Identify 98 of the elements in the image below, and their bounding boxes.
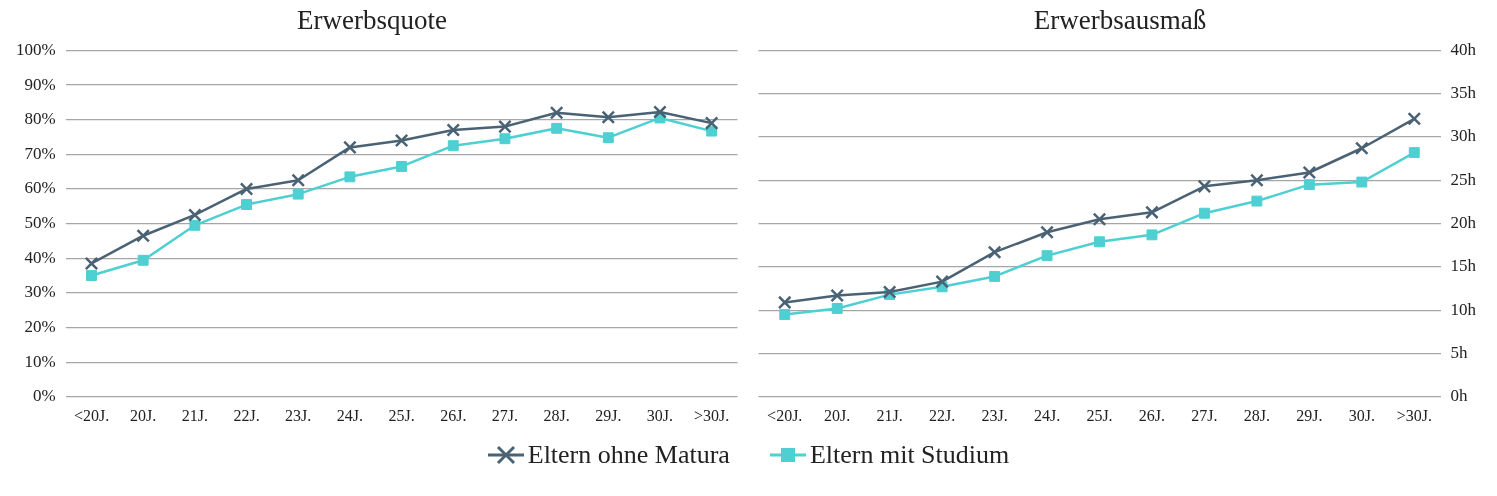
point (830, 288, 845, 303)
point (342, 140, 357, 155)
point (291, 173, 306, 188)
y-tick-label: 60% (24, 178, 56, 198)
point (137, 254, 149, 266)
point (1145, 205, 1159, 220)
y-tick-label: 30% (24, 282, 56, 302)
x-tick-label: <20J. (73, 406, 110, 424)
x-tick-label: 25J. (1086, 406, 1113, 424)
x-tick-label: 30J. (646, 406, 674, 424)
point (396, 160, 408, 172)
point (831, 303, 843, 314)
x-tick-label: 21J. (181, 406, 208, 424)
x-tick-label: 30J. (1348, 406, 1375, 424)
y-tick-label: 20% (24, 316, 56, 336)
y-tick-label: 80% (24, 109, 56, 129)
x-tick-label: >30J. (694, 406, 730, 424)
y2-tick-label: 20h (1450, 213, 1477, 233)
point (394, 133, 409, 148)
y-tick-label: 70% (24, 143, 56, 163)
y-tick-label: 0% (32, 386, 56, 406)
point (1041, 250, 1053, 262)
y2-tick-label: 15h (1450, 256, 1477, 276)
point (241, 199, 252, 210)
point (1197, 179, 1212, 194)
y2-tick-label: 0h (1450, 386, 1468, 406)
point (882, 285, 897, 299)
x-tick-label: 22J. (233, 406, 260, 424)
point (1408, 147, 1420, 159)
point (779, 309, 791, 320)
y-tick-label: 100% (15, 39, 56, 59)
point (292, 188, 304, 200)
point (989, 270, 1001, 282)
point (935, 274, 950, 289)
x-tick-label: 24J. (1033, 406, 1061, 424)
point (1040, 225, 1054, 240)
legend-label: Eltern ohne Matura (527, 440, 730, 470)
point (84, 256, 99, 271)
y-tick-label: 40% (24, 247, 56, 267)
point (1356, 176, 1368, 188)
x-tick-label: 26J. (440, 406, 467, 424)
point (1354, 141, 1369, 156)
point (189, 219, 201, 231)
point (86, 270, 97, 282)
point (601, 110, 616, 125)
point (549, 105, 564, 120)
x-tick-label: 29J. (595, 406, 622, 424)
point (344, 171, 356, 183)
chart-title: Erwerbsquote (297, 5, 447, 36)
x-tick-label: 22J. (929, 406, 956, 424)
x-tick-label: 23J. (285, 406, 312, 424)
x-tick-label: 27J. (1191, 406, 1218, 424)
point (1146, 229, 1158, 241)
point (1092, 212, 1107, 227)
point (653, 105, 667, 119)
x-tick-label: 28J. (1243, 406, 1270, 424)
chart-title: Erwerbsausmaß (1033, 5, 1207, 36)
point (1303, 179, 1315, 191)
x-tick-label: 25J. (388, 406, 415, 424)
legend-label: Eltern mit Studium (809, 440, 1010, 470)
point (187, 208, 202, 222)
point (446, 123, 461, 137)
x-tick-label: 21J. (876, 406, 903, 424)
x-tick-label: 24J. (336, 406, 364, 424)
x-tick-label: 27J. (491, 406, 519, 424)
point (777, 295, 792, 310)
y-tick-label: 10% (24, 351, 56, 371)
point (1251, 195, 1263, 207)
y2-tick-label: 40h (1450, 39, 1477, 59)
y2-tick-label: 35h (1450, 83, 1477, 103)
x-tick-label: >30J. (1396, 406, 1432, 424)
point (136, 228, 151, 243)
x-tick-label: <20J. (767, 406, 803, 424)
point (1094, 236, 1105, 248)
point (499, 133, 511, 145)
y2-tick-label: 30h (1450, 126, 1477, 146)
y-tick-label: 50% (24, 213, 56, 233)
x-tick-label: 20J. (130, 406, 157, 424)
x-tick-label: 23J. (981, 406, 1008, 424)
y2-tick-label: 5h (1450, 342, 1468, 362)
y2-tick-label: 10h (1450, 299, 1477, 319)
point (551, 122, 563, 134)
point (987, 245, 1002, 260)
y-tick-label: 90% (24, 74, 56, 94)
y2-tick-label: 25h (1450, 169, 1477, 189)
x-tick-label: 28J. (543, 406, 570, 424)
point (239, 182, 254, 196)
point (1407, 111, 1422, 126)
x-tick-label: 26J. (1138, 406, 1166, 424)
point (1198, 207, 1210, 219)
point (704, 116, 719, 131)
point (498, 119, 512, 134)
point (447, 140, 459, 152)
x-tick-label: 20J. (824, 406, 851, 424)
point (602, 132, 614, 144)
point (1249, 173, 1264, 188)
point (1302, 165, 1317, 180)
x-tick-label: 29J. (1296, 406, 1323, 424)
